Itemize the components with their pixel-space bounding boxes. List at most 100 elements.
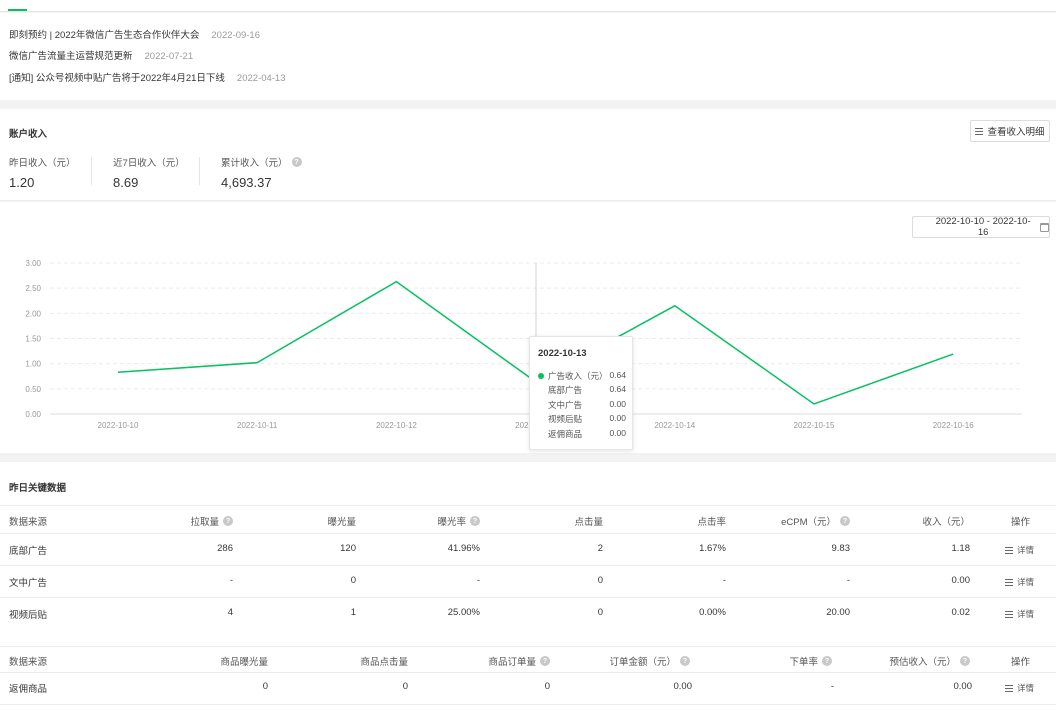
y-tick-label: 2.50 bbox=[25, 284, 41, 293]
detail-label: 详情 bbox=[1017, 545, 1035, 555]
tooltip-row-value: 0.64 bbox=[609, 370, 626, 380]
table-cell: 0.00 bbox=[953, 681, 973, 692]
x-tick-label: 2022-10-15 bbox=[794, 421, 835, 430]
tooltip-row: 文中广告 0.00 bbox=[538, 399, 626, 411]
table-cell: 0 bbox=[597, 575, 603, 586]
y-tick-label: 3.00 bbox=[25, 259, 41, 268]
tooltip-row-value: 0.00 bbox=[609, 413, 626, 423]
notice-item[interactable]: 即刻预约 | 2022年微信广告生态合作伙伴大会 2022-09-16 bbox=[9, 27, 260, 41]
help-icon[interactable]: ? bbox=[822, 656, 832, 666]
table-cell: 120 bbox=[340, 543, 356, 554]
notice-text: 微信广告流量主运营规范更新 bbox=[9, 51, 133, 62]
column-header: 数据来源 bbox=[9, 657, 48, 668]
table-cell: - bbox=[229, 575, 233, 586]
stat-yesterday-income: 昨日收入（元） 1.20 bbox=[9, 155, 76, 190]
series-dot-icon bbox=[538, 373, 544, 379]
table-cell: 9.83 bbox=[831, 543, 851, 554]
y-tick-label: 1.50 bbox=[25, 335, 41, 344]
row-source: 返佣商品 bbox=[9, 684, 48, 695]
table-cell: 0 bbox=[262, 681, 268, 692]
detail-link[interactable]: 详情 bbox=[1005, 576, 1034, 588]
column-header: 操作 bbox=[1011, 657, 1031, 668]
table-cell: 2 bbox=[597, 543, 603, 554]
x-tick-label: 2022-10-14 bbox=[654, 421, 695, 430]
help-icon[interactable]: ? bbox=[540, 656, 550, 666]
help-icon[interactable]: ? bbox=[680, 656, 690, 666]
x-tick-label: 2022-10-12 bbox=[376, 421, 417, 430]
notice-item[interactable]: 微信广告流量主运营规范更新 2022-07-21 bbox=[9, 48, 193, 62]
table-cell: - bbox=[846, 575, 850, 586]
help-icon[interactable]: ? bbox=[223, 516, 233, 526]
list-icon bbox=[1005, 684, 1013, 692]
stat-label: 近7日收入（元） bbox=[113, 158, 185, 169]
tooltip-row-name: 文中广告 bbox=[548, 400, 583, 410]
table-cell: 286 bbox=[217, 543, 233, 554]
notice-date: 2022-07-21 bbox=[144, 51, 194, 62]
chart-tooltip: 2022-10-13 广告收入（元） 0.64 底部广告 0.64 文中广告 0.00… bbox=[529, 336, 633, 450]
column-header: 商品订单量? bbox=[488, 654, 550, 668]
table-cell: 0.00% bbox=[699, 607, 726, 618]
help-icon[interactable]: ? bbox=[470, 516, 480, 526]
table-cell: 0 bbox=[350, 575, 356, 586]
tooltip-row-name: 底部广告 bbox=[548, 385, 583, 395]
x-tick-label: 2022-10-10 bbox=[98, 421, 139, 430]
detail-link[interactable]: 详情 bbox=[1005, 682, 1034, 694]
column-header: 数据来源 bbox=[9, 517, 48, 528]
table-cell: 0 bbox=[597, 607, 603, 618]
row-source: 文中广告 bbox=[9, 578, 48, 589]
detail-label: 详情 bbox=[1017, 577, 1035, 587]
y-tick-label: 2.00 bbox=[25, 309, 41, 318]
column-header: 操作 bbox=[1011, 517, 1031, 528]
notice-item[interactable]: [通知] 公众号视频中贴广告将于2022年4月21日下线 2022-04-13 bbox=[9, 70, 286, 84]
tab-strip bbox=[0, 0, 1056, 12]
table-cell: 4 bbox=[227, 607, 233, 618]
view-income-detail-button[interactable]: 查看收入明细 bbox=[970, 120, 1050, 142]
notice-text: [通知] 公众号视频中贴广告将于2022年4月21日下线 bbox=[9, 73, 225, 84]
list-icon bbox=[1005, 610, 1013, 618]
table-cell: 0.00 bbox=[673, 681, 693, 692]
table-cell: 20.00 bbox=[826, 607, 850, 618]
column-header: 预估收入（元）? bbox=[889, 654, 970, 668]
tooltip-row-value: 0.00 bbox=[609, 428, 626, 438]
tooltip-row-value: 0.00 bbox=[609, 399, 626, 409]
y-tick-label: 0.00 bbox=[25, 410, 41, 419]
tooltip-row: 广告收入（元） 0.64 bbox=[538, 370, 626, 382]
view-income-detail-label: 查看收入明细 bbox=[987, 127, 1045, 138]
stat-value: 8.69 bbox=[113, 175, 139, 190]
tooltip-row-name: 返佣商品 bbox=[548, 429, 583, 439]
list-icon bbox=[975, 127, 984, 135]
stat-total-income: 累计收入（元）? 4,693.37 bbox=[221, 155, 302, 190]
column-header: 曝光率? bbox=[437, 514, 480, 528]
help-icon[interactable]: ? bbox=[960, 656, 970, 666]
stat-7day-income: 近7日收入（元） 8.69 bbox=[113, 155, 185, 190]
table-cell: - bbox=[476, 575, 480, 586]
table-cell: - bbox=[722, 575, 726, 586]
stat-label-row: 累计收入（元）? bbox=[221, 155, 302, 169]
section-title: 昨日关键数据 bbox=[9, 483, 67, 494]
detail-link[interactable]: 详情 bbox=[1005, 544, 1034, 556]
date-range-picker[interactable]: 2022-10-10 - 2022-10-16 bbox=[912, 216, 1050, 238]
table-cell: 1.67% bbox=[699, 543, 726, 554]
table-cell: 25.00% bbox=[447, 607, 480, 618]
tooltip-row-name: 广告收入（元） bbox=[548, 371, 608, 381]
detail-label: 详情 bbox=[1017, 683, 1035, 693]
table-cell: 1 bbox=[350, 607, 356, 618]
line-chart: 0.00 0.50 1.00 1.50 2.00 2.50 3.00 2022-10-10 20… bbox=[25, 259, 1022, 430]
column-header: 收入（元） bbox=[922, 517, 970, 528]
help-icon[interactable]: ? bbox=[291, 157, 302, 167]
row-source: 底部广告 bbox=[9, 546, 48, 557]
account-income-section: 账户收入 查看收入明细 昨日收入（元） 1.20 近7日收入（元） 8.69 累… bbox=[0, 109, 1056, 201]
notice-date: 2022-04-13 bbox=[236, 73, 286, 84]
y-tick-label: 1.00 bbox=[25, 360, 41, 369]
row-source: 视频后贴 bbox=[9, 610, 48, 621]
column-header: 订单金额（元）? bbox=[609, 654, 690, 668]
column-header: 点击量 bbox=[574, 517, 603, 528]
table-cell: 41.96% bbox=[447, 543, 480, 554]
notice-list: 即刻预约 | 2022年微信广告生态合作伙伴大会 2022-09-16 微信广告流… bbox=[0, 13, 1056, 100]
active-tab-indicator bbox=[8, 9, 27, 11]
tooltip-title: 2022-10-13 bbox=[538, 348, 587, 359]
detail-link[interactable]: 详情 bbox=[1005, 608, 1034, 620]
income-chart-panel: 2022-10-10 - 2022-10-16 0.00 0.50 1.00 1.50… bbox=[0, 202, 1056, 453]
help-icon[interactable]: ? bbox=[840, 516, 850, 526]
detail-label: 详情 bbox=[1017, 609, 1035, 619]
